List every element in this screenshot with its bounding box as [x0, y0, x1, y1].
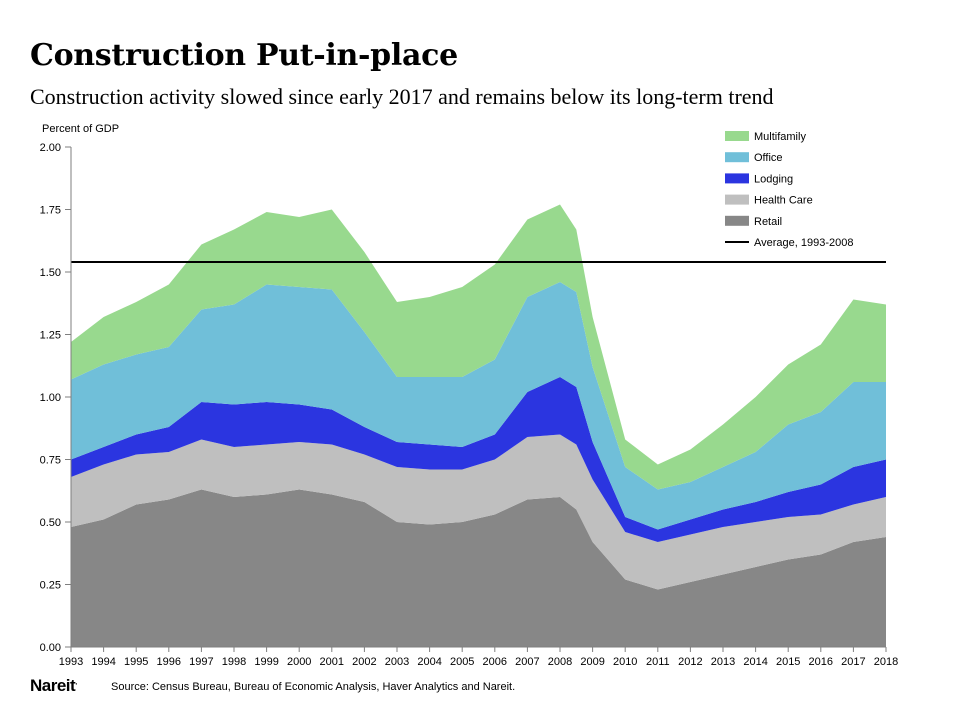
x-tick-label: 2012: [678, 656, 702, 668]
legend-label-lodging: Lodging: [754, 173, 793, 185]
y-tick-label: 0.25: [40, 580, 61, 592]
x-tick-label: 2005: [450, 656, 474, 668]
x-tick-label: 2015: [776, 656, 800, 668]
x-tick-label: 2004: [417, 656, 441, 668]
x-tick-label: 2006: [483, 656, 507, 668]
source-note: Source: Census Bureau, Bureau of Economi…: [111, 681, 516, 693]
x-tick-label: 2000: [287, 656, 311, 668]
x-tick-label: 2010: [613, 656, 637, 668]
x-tick-label: 2002: [352, 656, 376, 668]
x-tick-label: 2009: [580, 656, 604, 668]
y-tick-label: 0.75: [40, 455, 61, 467]
area-health-care: [71, 434, 886, 590]
x-tick-label: 2013: [711, 656, 735, 668]
y-tick-label: 1.25: [40, 330, 61, 342]
y-tick-label: 1.50: [40, 267, 61, 279]
x-tick-label: 1999: [254, 656, 278, 668]
x-tick-label: 1994: [91, 656, 115, 668]
legend-swatch-retail: [725, 215, 749, 226]
x-tick-label: 1997: [189, 656, 213, 668]
x-tick-label: 2003: [385, 656, 409, 668]
y-tick-label: 2.00: [40, 142, 61, 154]
axes: 0.00 0.25 0.50 0.75 1.00 1.25 1.50 1.75 2.00 1993…: [40, 123, 899, 668]
legend-label-retail: Retail: [754, 216, 782, 228]
logo-mark: .: [75, 677, 77, 687]
x-tick-label: 2008: [548, 656, 572, 668]
x-tick-label: 1998: [222, 656, 246, 668]
x-tick-label: 2011: [646, 656, 670, 668]
area-office: [71, 282, 886, 530]
nareit-logo: Nareit.: [30, 676, 77, 696]
logo-wordmark: Nareit: [30, 676, 76, 695]
y-tick-label: 0.00: [40, 642, 61, 654]
x-tick-label: 2007: [515, 656, 539, 668]
y-tick-label: 1.75: [40, 205, 61, 217]
area-lodging: [71, 377, 886, 542]
legend-label-office: Office: [754, 152, 783, 164]
x-tick-label: 2017: [841, 656, 865, 668]
x-tick-label: 2001: [320, 656, 344, 668]
legend-swatch-office: [725, 152, 749, 163]
y-axis-title: Percent of GDP: [42, 123, 119, 135]
chart-title: Construction Put-in-place: [30, 38, 458, 73]
chart-subtitle: Construction activity slowed since early…: [30, 84, 774, 109]
x-tick-label: 1996: [157, 656, 181, 668]
y-tick-label: 1.00: [40, 392, 61, 404]
legend-label-multifamily: Multifamily: [754, 131, 806, 143]
x-tick-label: 2018: [874, 656, 898, 668]
x-tick-label: 1993: [59, 656, 83, 668]
x-tick-label: 2016: [809, 656, 833, 668]
x-tick-label: 1995: [124, 656, 148, 668]
legend-label-health-care: Health Care: [754, 195, 813, 207]
legend-swatch-health-care: [725, 194, 749, 205]
area-retail: [71, 489, 886, 647]
legend-swatch-multifamily: [725, 131, 749, 141]
y-tick-label: 0.50: [40, 517, 61, 529]
area-layers: [71, 204, 886, 647]
legend-swatch-lodging: [725, 173, 749, 184]
area-multifamily: [71, 204, 886, 490]
legend: Multifamily Office Lodging Health Care Retai…: [725, 131, 854, 249]
legend-label-average-1993-2008: Average, 1993-2008: [754, 237, 854, 249]
x-tick-label: 2014: [743, 656, 767, 668]
